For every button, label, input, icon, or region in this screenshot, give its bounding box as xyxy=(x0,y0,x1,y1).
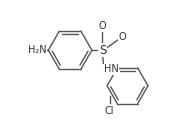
Text: O: O xyxy=(119,32,126,42)
Text: O: O xyxy=(99,21,106,31)
Text: HN: HN xyxy=(104,64,119,74)
Text: Cl: Cl xyxy=(104,106,114,116)
Text: S: S xyxy=(99,44,106,57)
Text: H₂N: H₂N xyxy=(28,45,47,55)
